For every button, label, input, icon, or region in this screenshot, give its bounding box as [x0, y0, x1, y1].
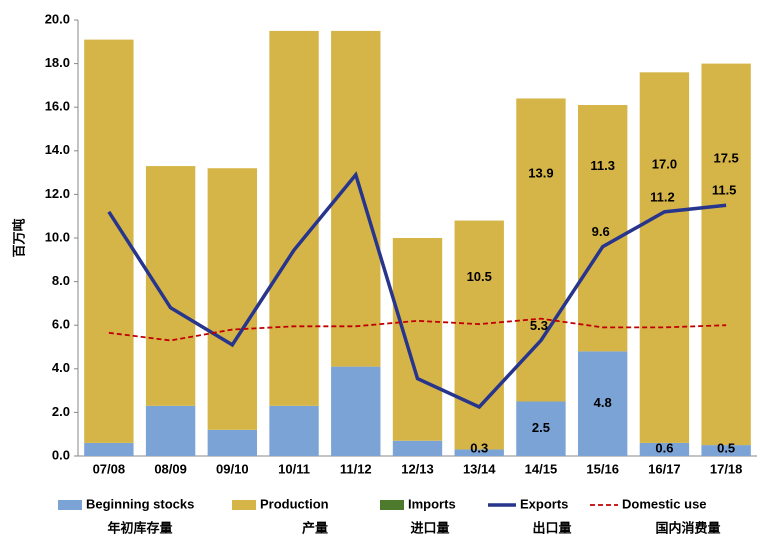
x-tick-label: 17/18	[710, 461, 743, 476]
x-tick-label: 10/11	[278, 461, 310, 476]
bar-segment	[392, 238, 443, 441]
bar-segment	[269, 405, 319, 456]
bar-segment	[331, 366, 381, 456]
y-tick-label: 0.0	[52, 447, 70, 462]
data-label: 13.9	[528, 166, 553, 181]
data-label: 0.3	[470, 440, 488, 455]
data-label: 11.5	[712, 183, 737, 198]
legend-label-cn: 出口量	[532, 520, 571, 535]
bar-segment	[145, 166, 196, 406]
bar-segment	[577, 351, 628, 456]
bar-segment	[207, 168, 258, 430]
bar-segment	[516, 98, 566, 402]
legend-label-cn: 产量	[302, 520, 328, 535]
x-tick-label: 15/16	[586, 461, 619, 476]
bar-segment	[639, 442, 690, 456]
bar-segment	[639, 72, 690, 443]
x-tick-label: 14/15	[525, 461, 558, 476]
y-tick-label: 14.0	[45, 142, 70, 157]
x-tick-label: 16/17	[648, 461, 681, 476]
data-label: 0.5	[717, 440, 735, 455]
x-tick-label: 07/08	[93, 461, 126, 476]
legend-swatch	[232, 500, 256, 510]
legend-swatch	[380, 500, 404, 510]
bar-segment	[454, 220, 504, 450]
legend-label-cn: 年初库存量	[107, 520, 172, 535]
x-tick-label: 12/13	[401, 461, 434, 476]
legend-label: Production	[260, 496, 329, 511]
bar-segment	[207, 429, 258, 456]
y-tick-label: 6.0	[52, 317, 70, 332]
bar-segment	[701, 63, 751, 446]
bar-segment	[145, 405, 196, 456]
data-label: 17.0	[652, 156, 677, 171]
legend-label: Domestic use	[622, 496, 707, 511]
y-tick-label: 2.0	[52, 404, 70, 419]
legend-label-cn: 进口量	[410, 520, 449, 535]
legend-label: Imports	[408, 496, 456, 511]
y-tick-label: 8.0	[52, 273, 70, 288]
y-tick-label: 10.0	[45, 229, 70, 244]
legend-label-cn: 国内消费量	[655, 520, 720, 535]
y-tick-label: 4.0	[52, 360, 70, 375]
x-tick-label: 11/12	[340, 461, 372, 476]
y-axis-label: 百万吨	[11, 218, 26, 257]
bar-segment	[84, 39, 134, 443]
data-label: 2.5	[532, 420, 550, 435]
y-tick-label: 16.0	[45, 99, 70, 114]
data-label: 5.3	[530, 318, 548, 333]
data-label: 9.6	[592, 224, 610, 239]
data-label: 4.8	[594, 395, 612, 410]
data-label: 17.5	[713, 150, 738, 165]
x-tick-label: 09/10	[216, 461, 249, 476]
y-tick-label: 20.0	[45, 11, 70, 26]
bar-segment	[454, 449, 504, 456]
bar-segment	[516, 401, 566, 456]
data-label: 11.3	[590, 158, 615, 173]
bar-segment	[392, 440, 443, 456]
x-tick-label: 08/09	[154, 461, 187, 476]
data-label: 10.5	[467, 269, 492, 284]
y-tick-label: 12.0	[45, 186, 70, 201]
data-label: 0.6	[655, 440, 673, 455]
bar-segment	[269, 30, 319, 406]
data-label: 11.2	[650, 189, 675, 204]
legend-label: Beginning stocks	[86, 496, 194, 511]
legend-swatch	[58, 500, 82, 510]
bar-segment	[84, 442, 134, 456]
x-tick-label: 13/14	[463, 461, 496, 476]
y-tick-label: 18.0	[45, 55, 70, 70]
bar-segment	[701, 445, 751, 456]
bar-segment	[577, 105, 628, 352]
bar-segment	[331, 30, 381, 367]
legend-label: Exports	[520, 496, 568, 511]
